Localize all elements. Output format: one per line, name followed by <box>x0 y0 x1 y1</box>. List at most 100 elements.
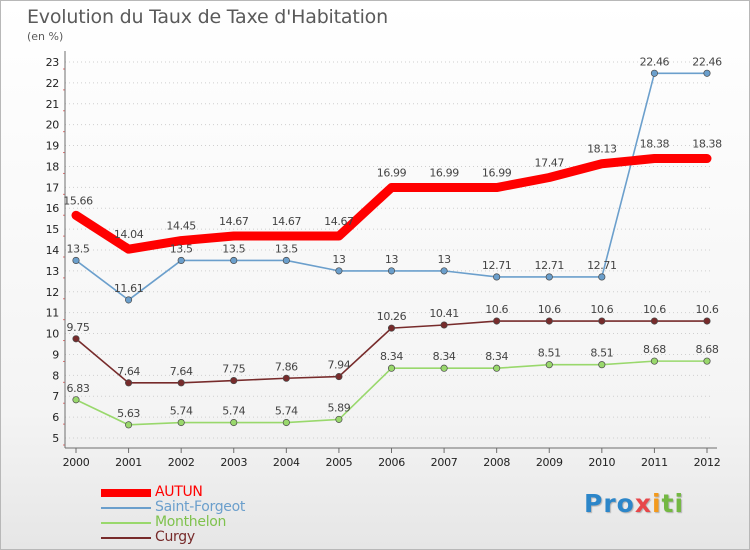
data-point <box>387 364 396 372</box>
data-label: 5.74 <box>170 405 193 418</box>
data-point <box>387 267 396 275</box>
data-label: 7.64 <box>170 365 193 378</box>
data-point <box>72 396 80 404</box>
y-tick-label: 23 <box>46 56 60 69</box>
y-tick-label: 14 <box>46 244 60 257</box>
y-tick-label: 22 <box>46 77 59 90</box>
data-point <box>230 377 238 385</box>
data-label: 16.99 <box>377 167 407 180</box>
legend-swatch <box>101 537 151 539</box>
x-tick-label: 2008 <box>483 456 510 469</box>
data-point <box>598 317 606 325</box>
data-label: 14.67 <box>272 215 302 228</box>
data-point <box>440 321 448 329</box>
data-label: 13 <box>437 253 451 266</box>
data-point <box>230 418 238 427</box>
data-label: 10.6 <box>696 303 719 316</box>
data-label: 16.99 <box>482 167 512 180</box>
x-tick-label: 2010 <box>588 456 615 469</box>
y-tick-label: 6 <box>52 411 59 424</box>
legend-label: Monthelon <box>155 514 227 530</box>
y-tick-label: 10 <box>46 328 60 341</box>
data-point <box>493 317 501 325</box>
data-label: 7.75 <box>222 363 245 376</box>
legend-label: AUTUN <box>155 484 203 500</box>
axes: 5 6 7 8 9 10 11 12 13 14 15 16 17 18 19 20 21 22 23 2000 200… <box>46 51 721 469</box>
data-label: 8.68 <box>696 343 719 356</box>
data-label: 18.38 <box>640 138 670 151</box>
data-label: 9.75 <box>67 321 90 334</box>
chart-subtitle: (en %) <box>27 30 64 43</box>
data-label: 5.63 <box>117 407 140 420</box>
data-point <box>177 256 185 264</box>
data-label: 16.99 <box>429 167 459 180</box>
data-label: 8.34 <box>485 350 508 363</box>
data-label: 13.5 <box>222 242 245 255</box>
data-label: 14.67 <box>219 215 249 228</box>
logo-part-4: ti <box>661 489 685 518</box>
data-point <box>545 361 553 369</box>
x-tick-label: 2006 <box>378 456 405 469</box>
logo-part-2: x <box>634 489 652 518</box>
data-label: 10.6 <box>590 303 613 316</box>
y-tick-label: 12 <box>46 286 59 299</box>
data-label: 14.45 <box>166 220 196 233</box>
data-label: 13 <box>385 253 399 266</box>
data-label: 10.41 <box>429 307 459 320</box>
data-point <box>282 418 290 427</box>
data-label: 7.86 <box>275 360 298 373</box>
legend-label: Curgy <box>155 529 195 545</box>
x-tick-label: 2003 <box>220 456 247 469</box>
data-point <box>177 379 185 387</box>
x-tick-label: 2009 <box>536 456 563 469</box>
x-tick-label: 2000 <box>63 456 90 469</box>
data-point <box>493 364 501 372</box>
data-point <box>703 317 711 325</box>
y-tick-label: 18 <box>46 160 60 173</box>
data-point <box>440 267 448 275</box>
data-labels: 9.75 7.64 7.64 7.75 7.86 7.94 10.26 10.41 10.6 10… <box>63 55 722 420</box>
data-point <box>282 374 290 382</box>
y-tick-label: 5 <box>52 432 59 445</box>
y-tick-label: 7 <box>52 390 59 403</box>
data-point <box>387 324 396 332</box>
legend-item: Saint-Forgeot <box>101 499 301 515</box>
y-tick-label: 21 <box>46 98 59 111</box>
legend-item: AUTUN <box>101 484 301 500</box>
y-tick-label: 8 <box>52 369 59 382</box>
data-point <box>335 373 343 381</box>
data-point <box>230 256 238 264</box>
data-label: 12.71 <box>587 259 617 272</box>
grid-lines <box>65 61 713 439</box>
data-point <box>493 273 501 281</box>
data-label: 14.04 <box>114 228 144 241</box>
data-label: 18.13 <box>587 143 617 156</box>
chart-title: Evolution du Taux de Taxe d'Habitation <box>27 6 388 28</box>
data-label: 8.68 <box>643 343 666 356</box>
data-label: 11.61 <box>114 282 144 295</box>
x-tick-label: 2005 <box>326 456 353 469</box>
data-label: 6.83 <box>67 382 90 395</box>
data-label: 18.38 <box>692 138 722 151</box>
data-point <box>650 357 658 365</box>
data-point <box>125 379 133 387</box>
legend-swatch <box>101 507 151 509</box>
y-tick-label: 11 <box>46 307 59 320</box>
data-label: 14.67 <box>324 215 354 228</box>
x-tick-label: 2011 <box>641 456 668 469</box>
data-label: 13.5 <box>67 242 90 255</box>
legend-swatch <box>101 489 151 497</box>
logo-part-1: Pro <box>584 489 635 518</box>
legend-item: Curgy <box>101 529 301 545</box>
data-label: 22.46 <box>692 55 722 68</box>
x-tick-label: 2001 <box>115 456 142 469</box>
data-point <box>703 357 711 365</box>
data-point <box>650 69 658 77</box>
data-point <box>598 273 606 281</box>
legend-item: Monthelon <box>101 514 301 530</box>
data-point <box>125 421 133 429</box>
data-label: 10.6 <box>485 303 508 316</box>
proxiti-logo: Proxiti <box>584 489 684 518</box>
data-point <box>703 69 711 77</box>
